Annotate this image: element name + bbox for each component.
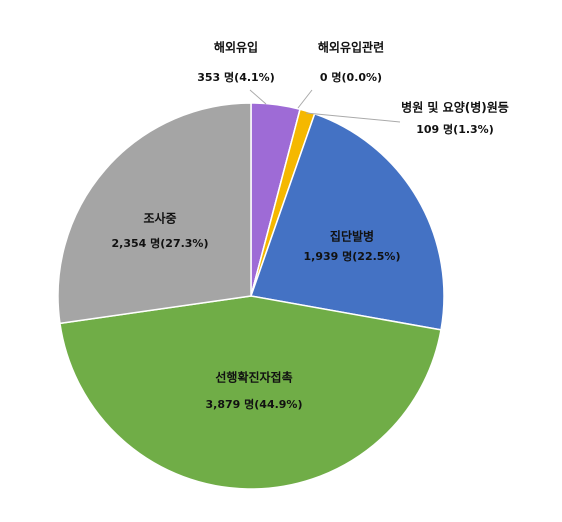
pie-slice <box>57 102 252 325</box>
slice-value-label: 2,354 명(27.3%) <box>112 236 209 250</box>
slice-value-label: 3,879 명(44.9%) <box>206 397 303 411</box>
leader-line <box>297 89 313 109</box>
pie-slice <box>59 295 442 490</box>
slice-value-label: 109 명(1.3%) <box>416 122 493 136</box>
leader-line <box>249 89 267 105</box>
slice-name: 해외유입 <box>214 40 258 55</box>
slice-value-label: 353 명(4.1%) <box>197 70 274 84</box>
slice-value-label: 1,939 명(22.5%) <box>304 249 401 263</box>
slice-name: 병원 및 요양(병)원등 <box>401 100 509 115</box>
slice-name: 해외유입관련 <box>318 40 384 55</box>
slice-name: 조사중 <box>143 211 176 226</box>
slice-name: 집단발병 <box>330 229 374 244</box>
slice-value-label: 0 명(0.0%) <box>320 70 382 84</box>
leader-line <box>305 112 401 123</box>
slice-name: 선행확진자접촉 <box>215 370 292 385</box>
pie-slice <box>250 112 445 331</box>
